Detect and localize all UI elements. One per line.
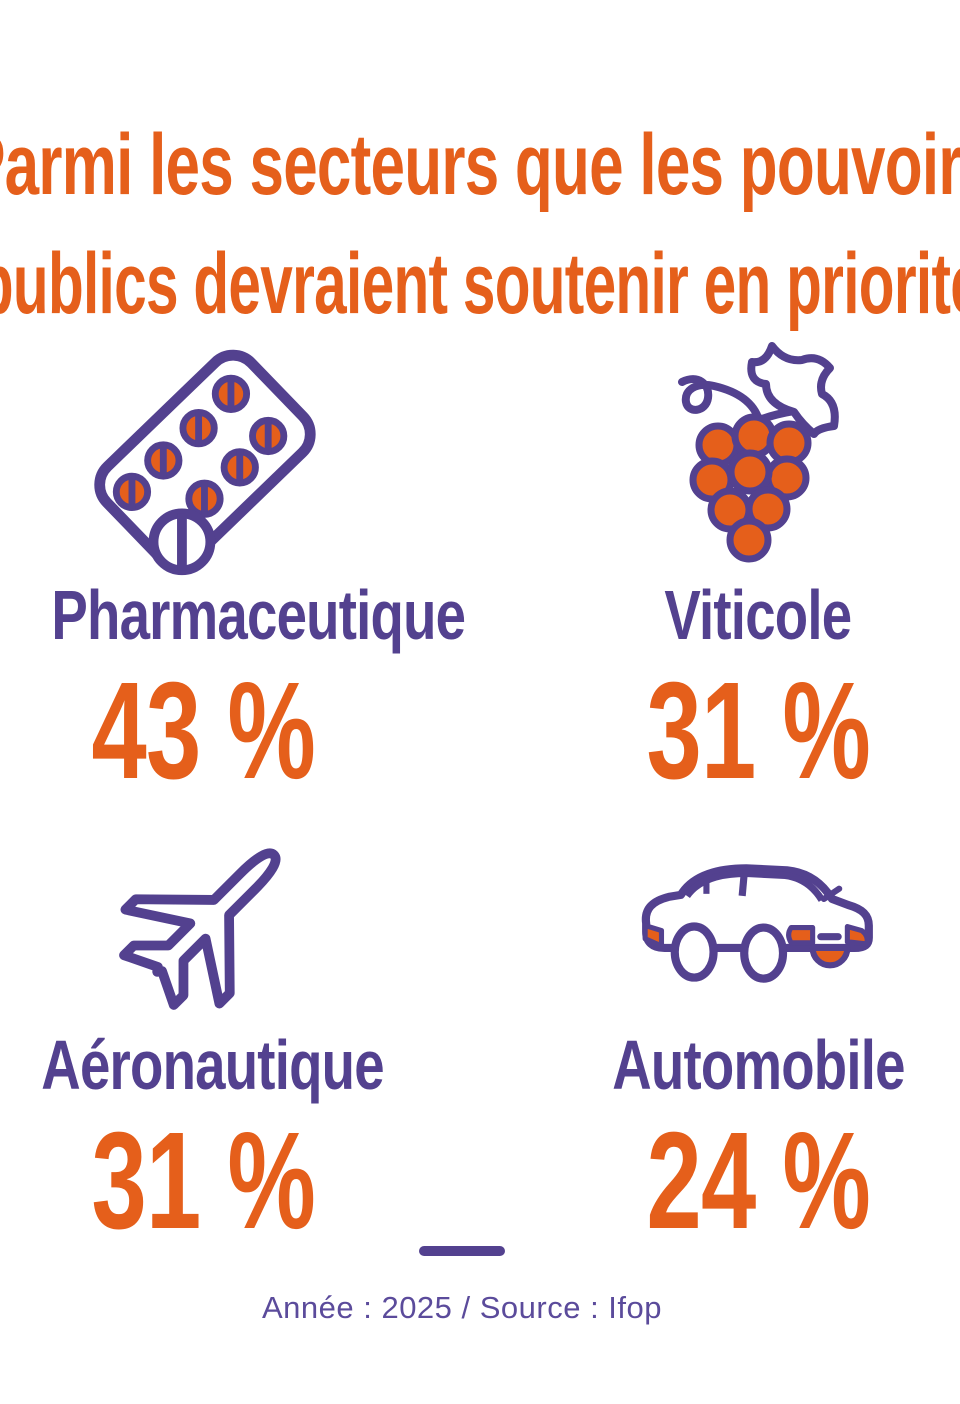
sector-label: Viticole — [664, 576, 853, 654]
pill-blister-pack-svg — [93, 349, 316, 576]
title-line-2-wrap: publics devraient soutenir en priorité — [0, 237, 960, 356]
sector-label: Automobile — [611, 1026, 905, 1104]
sector-value: 43 % — [91, 654, 315, 808]
sector-label: Aéronautique — [41, 1026, 384, 1104]
sector-value-wrap: 43 % — [0, 654, 413, 828]
sector-label-wrap: Viticole — [548, 576, 960, 667]
airplane-svg — [118, 848, 280, 1010]
grapes-vine-icon — [548, 338, 960, 583]
sector-label: Pharmaceutique — [51, 576, 466, 654]
divider-dash — [419, 1246, 505, 1256]
title-line-1-wrap: Parmi les secteurs que les pouvoirs — [0, 118, 960, 237]
sector-value-wrap: 31 % — [0, 1104, 413, 1278]
source-note: Année : 2025 / Source : Ifop — [0, 1290, 960, 1326]
sector-value: 24 % — [646, 1104, 870, 1258]
sector-aeronautique: Aéronautique 31 % — [0, 818, 413, 1278]
sector-value-wrap: 24 % — [548, 1104, 960, 1278]
airplane-icon — [0, 818, 413, 1033]
page-title: Parmi les secteurs que les pouvoirs publ… — [0, 118, 960, 356]
source-text: Année : 2025 / Source : Ifop — [261, 1290, 663, 1325]
sector-label-wrap: Automobile — [548, 1026, 960, 1117]
sector-automobile: Automobile 24 % — [548, 818, 960, 1278]
sector-pharmaceutique: Pharmaceutique 43 % — [0, 338, 466, 828]
car-svg — [641, 864, 873, 983]
sector-label-wrap: Pharmaceutique — [0, 580, 466, 667]
title-line-1: Parmi les secteurs que les pouvoirs — [0, 117, 960, 213]
sector-value: 31 % — [646, 654, 870, 808]
sector-value: 31 % — [91, 1104, 315, 1258]
car-icon — [548, 818, 960, 1033]
sector-label-wrap: Aéronautique — [0, 1026, 413, 1117]
grapes-vine-svg — [678, 342, 839, 563]
sector-viticole: Viticole 31 % — [548, 338, 960, 828]
pill-blister-pack-icon — [0, 338, 413, 583]
title-line-2: publics devraient soutenir en priorité — [0, 236, 960, 332]
sector-value-wrap: 31 % — [548, 654, 960, 828]
